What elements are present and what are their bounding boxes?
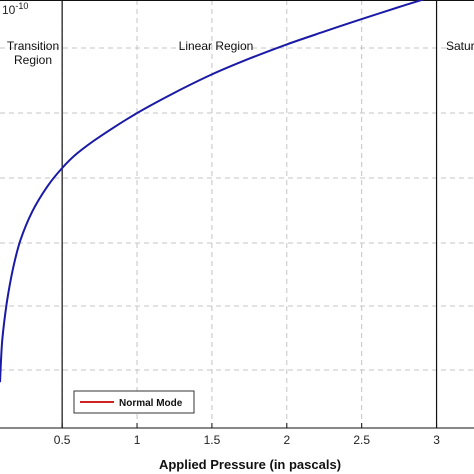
legend: Normal Mode bbox=[73, 390, 195, 414]
region-lines bbox=[61, 0, 438, 428]
x-tick-label-3: 2 bbox=[283, 433, 290, 447]
x-tick-label-1: 1 bbox=[134, 433, 141, 447]
legend-entry-label: Normal Mode bbox=[119, 398, 183, 409]
region-label-2-line-0: Satur bbox=[446, 39, 474, 53]
axes-frame bbox=[0, 0, 474, 429]
x-tick-labels: 0.5 1 1.5 2 2.5 3 bbox=[54, 433, 440, 447]
y-exponent-label: 10-10 bbox=[2, 1, 28, 17]
x-tick-label-5: 3 bbox=[433, 433, 440, 447]
legend-box bbox=[73, 390, 195, 414]
series-line-0 bbox=[0, 0, 425, 383]
region-label-0-line-0: Transition bbox=[7, 39, 59, 53]
grid-layer bbox=[0, 0, 474, 428]
region-label-0-line-1: Region bbox=[14, 53, 52, 67]
x-axis-label: Applied Pressure (in pascals) bbox=[159, 457, 341, 472]
region-label-1-line-0: Linear Region bbox=[179, 39, 254, 53]
x-tick-label-0: 0.5 bbox=[54, 433, 71, 447]
series-layer bbox=[0, 0, 425, 383]
x-tick-label-2: 1.5 bbox=[204, 433, 221, 447]
x-tick-label-4: 2.5 bbox=[353, 433, 370, 447]
